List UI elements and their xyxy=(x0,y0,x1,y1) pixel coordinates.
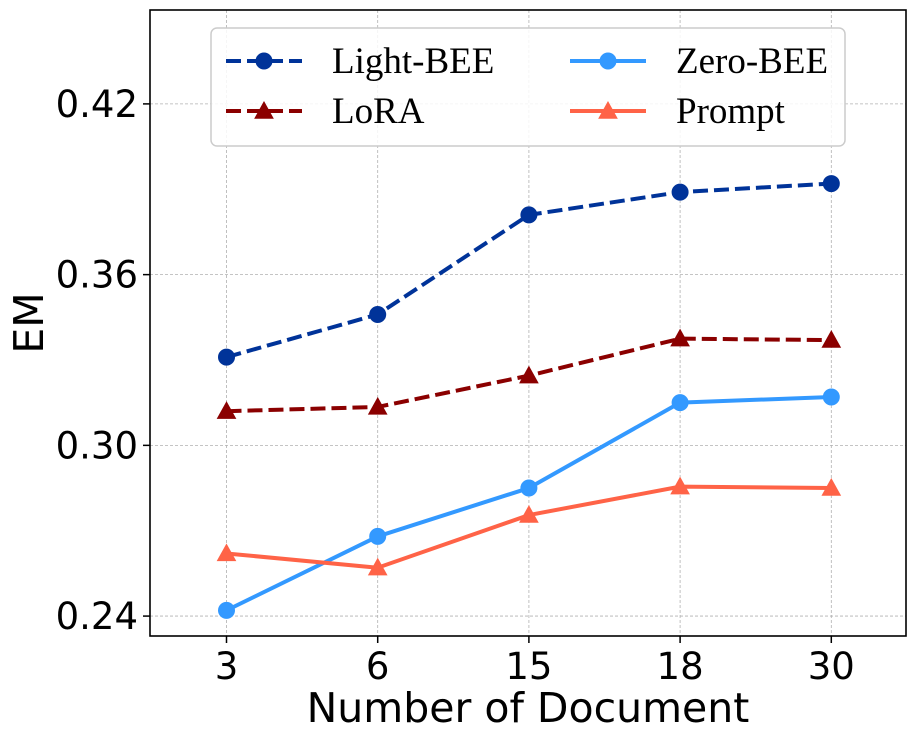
data-point-light-bee xyxy=(520,206,538,224)
legend-marker-prompt xyxy=(598,100,618,119)
x-axis: 3 6 15 18 30 xyxy=(215,636,855,688)
data-point-prompt xyxy=(216,543,237,562)
series-layer xyxy=(216,175,842,619)
data-point-prompt xyxy=(821,478,842,496)
x-axis-label: Number of Document xyxy=(307,684,750,732)
legend-marker-lora xyxy=(254,100,274,119)
x-tick-label: 3 xyxy=(215,645,239,688)
y-axis-label: EM xyxy=(5,292,53,353)
legend-item-light-bee: Light-BEE xyxy=(226,41,494,82)
data-point-zero-bee xyxy=(369,527,387,545)
data-point-lora xyxy=(367,396,388,415)
data-point-lora xyxy=(216,401,237,419)
legend-marker-zero-bee xyxy=(599,52,617,70)
series-prompt xyxy=(216,476,842,576)
legend-label-prompt: Prompt xyxy=(676,91,786,132)
x-tick-label: 15 xyxy=(505,645,552,688)
plot-frame xyxy=(149,9,907,637)
data-point-zero-bee xyxy=(218,601,235,619)
y-tick-label: 0.42 xyxy=(56,83,138,126)
y-tick-label: 0.30 xyxy=(56,424,138,467)
data-point-prompt xyxy=(367,557,388,576)
series-light-bee xyxy=(218,175,840,366)
series-zero-bee xyxy=(218,388,840,619)
data-point-light-bee xyxy=(671,183,689,201)
legend-label-lora: LoRA xyxy=(332,91,425,132)
legend: Light-BEE LoRA Zero-BEE Prompt xyxy=(210,27,846,147)
data-point-prompt xyxy=(670,476,690,495)
series-line-zero-bee xyxy=(225,394,832,613)
data-point-light-bee xyxy=(369,305,387,323)
data-point-light-bee xyxy=(218,348,235,366)
legend-marker-light-bee xyxy=(255,52,273,70)
data-point-zero-bee xyxy=(822,388,840,406)
y-axis: 0.24 0.30 0.36 0.42 xyxy=(56,83,150,638)
y-tick-label: 0.36 xyxy=(56,254,138,297)
data-point-light-bee xyxy=(822,175,840,193)
x-tick-label: 18 xyxy=(657,645,704,688)
data-point-lora xyxy=(821,330,842,348)
data-point-zero-bee xyxy=(671,394,689,412)
legend-item-zero-bee: Zero-BEE xyxy=(570,41,828,82)
legend-item-prompt: Prompt xyxy=(570,91,786,132)
data-point-lora xyxy=(519,365,539,384)
data-point-prompt xyxy=(519,505,539,523)
y-tick-label: 0.24 xyxy=(56,595,138,638)
x-tick-label: 6 xyxy=(366,645,390,688)
series-lora xyxy=(216,328,842,419)
x-tick-label: 30 xyxy=(808,645,855,688)
legend-box xyxy=(210,27,846,147)
data-point-zero-bee xyxy=(520,479,538,497)
legend-label-zero-bee: Zero-BEE xyxy=(676,41,828,82)
legend-label-light-bee: Light-BEE xyxy=(332,41,494,82)
legend-item-lora: LoRA xyxy=(226,91,425,132)
data-point-lora xyxy=(670,328,690,347)
